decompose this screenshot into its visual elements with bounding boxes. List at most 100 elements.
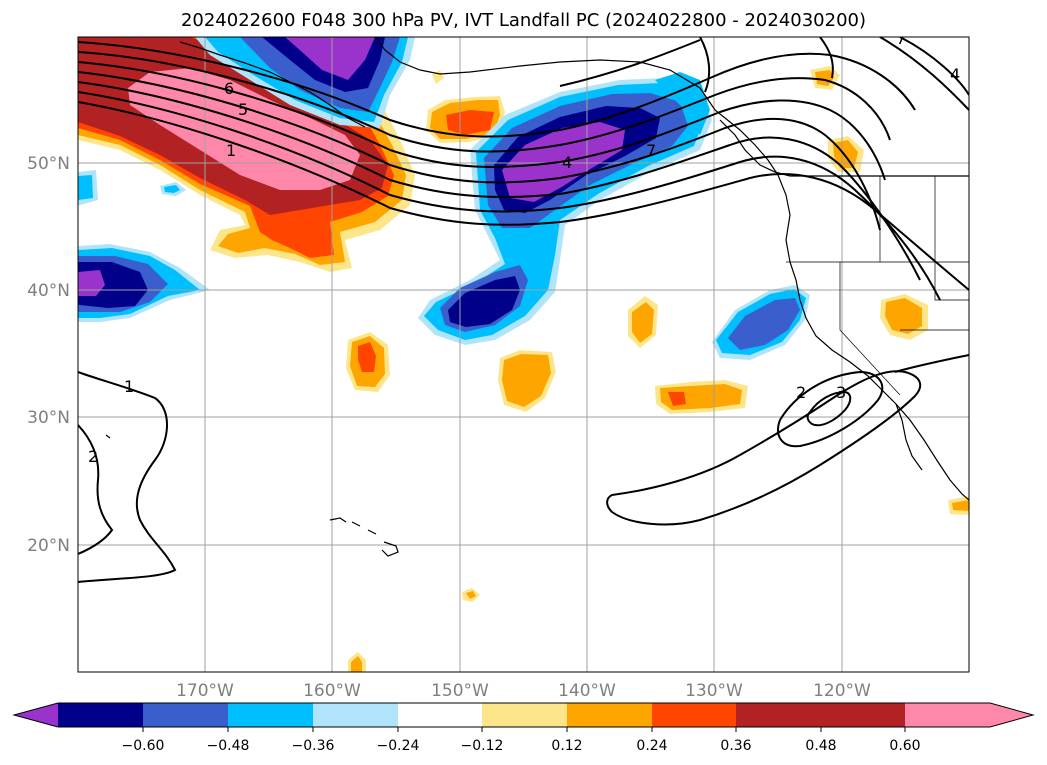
map-area: 6 5 1 4 7 1 2 2 3 7 4 bbox=[78, 29, 969, 672]
colorbar-bin-5 bbox=[398, 703, 482, 727]
contour-label-3: 3 bbox=[836, 383, 846, 402]
colorbar-bin-9 bbox=[736, 703, 821, 727]
cb-tick-label: 0.48 bbox=[805, 738, 836, 754]
midway-islands bbox=[105, 434, 111, 439]
contour-label-6: 6 bbox=[224, 79, 234, 98]
cb-tick-label: 0.60 bbox=[889, 738, 920, 754]
us-west-coast bbox=[789, 261, 969, 501]
colorbar-tick-labels: −0.60 −0.48 −0.36 −0.24 −0.12 0.12 0.24 … bbox=[122, 738, 921, 754]
shade-orangered-6 bbox=[358, 342, 376, 372]
colorbar-bin-3 bbox=[228, 703, 313, 727]
cb-tick-label: 0.24 bbox=[636, 738, 667, 754]
shade-orange-10 bbox=[952, 500, 969, 511]
contour-line-12 bbox=[819, 37, 834, 79]
colorbar-ticks bbox=[142, 727, 906, 732]
colorbar-bin-6 bbox=[482, 703, 567, 727]
contour-line-5 bbox=[78, 81, 921, 281]
lat-labels: 50°N 40°N 30°N 20°N bbox=[27, 154, 70, 556]
contour-line-15 bbox=[606, 370, 922, 526]
contour-label-5: 5 bbox=[238, 100, 248, 119]
colorbar-bin-4 bbox=[313, 703, 398, 727]
lat-label-40n: 40°N bbox=[27, 281, 70, 301]
shade-purple-1 bbox=[285, 37, 375, 80]
cb-tick-label: −0.36 bbox=[292, 738, 335, 754]
state-boundaries bbox=[786, 176, 969, 396]
contour-label-4-ne: 4 bbox=[950, 65, 960, 84]
colorbar-extend-low bbox=[14, 703, 58, 727]
colorbar-bin-1 bbox=[58, 703, 143, 727]
colorbar-outline bbox=[12, 702, 1035, 728]
lon-label-120w: 120°W bbox=[813, 681, 871, 701]
cb-tick-label: 0.36 bbox=[720, 738, 751, 754]
contour-line-17 bbox=[806, 390, 852, 427]
shade-navy-3 bbox=[448, 276, 520, 327]
shade-pink-1 bbox=[128, 68, 360, 190]
contour-line-6 bbox=[78, 91, 941, 301]
lon-label-130w: 130°W bbox=[685, 681, 743, 701]
contour-line-14 bbox=[78, 424, 114, 555]
contour-line-2 bbox=[78, 51, 891, 153]
lon-label-170w: 170°W bbox=[176, 681, 234, 701]
contours bbox=[78, 37, 969, 583]
contour-label-4: 4 bbox=[562, 153, 572, 172]
contour-label-7-east: 7 bbox=[646, 141, 656, 160]
contour-label-7-ne: 7 bbox=[896, 29, 906, 48]
alaska-coast bbox=[374, 37, 791, 263]
colorbar-extend-high bbox=[821, 703, 1033, 727]
canada-coast bbox=[719, 119, 791, 177]
lat-label-30n: 30°N bbox=[27, 408, 70, 428]
map-title: 2024022600 F048 300 hPa PV, IVT Landfall… bbox=[180, 10, 867, 31]
cb-tick-label: 0.12 bbox=[551, 738, 582, 754]
coastlines bbox=[105, 37, 969, 557]
contour-line-16 bbox=[777, 370, 884, 448]
contour-labels: 6 5 1 4 7 1 2 2 3 7 4 bbox=[88, 29, 960, 466]
shade-deepsky-8 bbox=[655, 72, 710, 135]
map-frame bbox=[77, 36, 970, 673]
contour-label-1-south: 1 bbox=[124, 377, 134, 396]
shade-orangered-2 bbox=[446, 110, 494, 135]
lon-label-140w: 140°W bbox=[558, 681, 616, 701]
cb-tick-label: −0.24 bbox=[377, 738, 420, 754]
contour-label-2-east: 2 bbox=[796, 383, 806, 402]
hawaii bbox=[329, 517, 399, 557]
contour-label-2-west: 2 bbox=[88, 447, 98, 466]
contour-line-9 bbox=[879, 37, 969, 111]
shade-orange-8 bbox=[632, 302, 654, 343]
contour-line-13 bbox=[78, 371, 177, 583]
aleutian-islands bbox=[179, 41, 366, 128]
lon-labels: 170°W 160°W 150°W 140°W 130°W 120°W bbox=[176, 681, 871, 701]
cb-tick-label: −0.60 bbox=[122, 738, 165, 754]
graticule bbox=[78, 37, 969, 672]
lat-label-50n: 50°N bbox=[27, 154, 70, 174]
contour-line-10 bbox=[899, 37, 969, 96]
colorbar-bin-2 bbox=[143, 703, 228, 727]
colorbar-bin-7 bbox=[567, 703, 652, 727]
baja-peninsula bbox=[895, 403, 923, 471]
contour-line-7 bbox=[78, 101, 969, 291]
pv-negative-anomaly bbox=[78, 37, 810, 360]
cb-tick-label: −0.12 bbox=[461, 738, 504, 754]
lon-label-150w: 150°W bbox=[431, 681, 489, 701]
shade-yellow-13 bbox=[432, 70, 444, 84]
lat-label-20n: 20°N bbox=[27, 536, 70, 556]
shade-orange-4 bbox=[833, 140, 858, 168]
colorbar-bin-8 bbox=[652, 703, 736, 727]
contour-label-1-north: 1 bbox=[226, 141, 236, 160]
shade-orange-12 bbox=[351, 656, 362, 672]
contour-line-8 bbox=[559, 39, 701, 87]
contour-line-4 bbox=[78, 71, 881, 231]
shade-royal-5 bbox=[728, 298, 800, 350]
shade-deepsky-6 bbox=[78, 175, 93, 200]
cb-tick-label: −0.48 bbox=[207, 738, 250, 754]
colorbar: −0.60 −0.48 −0.36 −0.24 −0.12 0.12 0.24 … bbox=[12, 702, 1035, 754]
shade-orange-5 bbox=[885, 298, 922, 334]
contour-line-18 bbox=[894, 354, 969, 373]
shade-orange-7 bbox=[502, 354, 551, 407]
shade-orangered-9 bbox=[668, 392, 686, 406]
shade-deepsky-7 bbox=[164, 185, 180, 193]
shade-orange-11 bbox=[466, 591, 476, 599]
lon-label-160w: 160°W bbox=[303, 681, 361, 701]
contour-line-3 bbox=[78, 61, 886, 181]
contour-line-11 bbox=[699, 37, 711, 93]
